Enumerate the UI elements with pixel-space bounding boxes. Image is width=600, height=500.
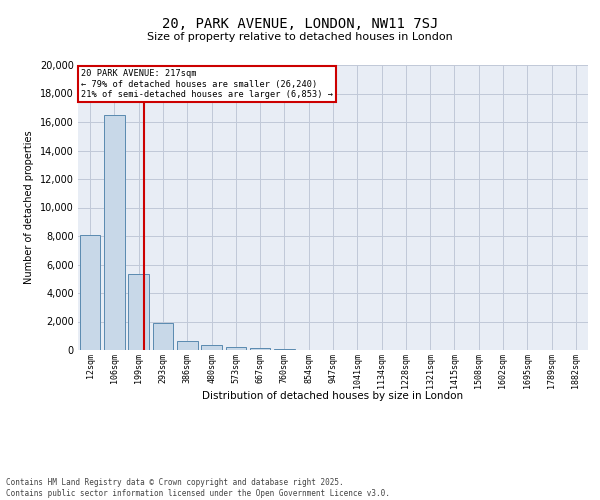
Bar <box>80 234 100 350</box>
Bar <box>104 115 125 350</box>
Bar <box>128 274 149 350</box>
Y-axis label: Number of detached properties: Number of detached properties <box>25 130 34 284</box>
Text: 20 PARK AVENUE: 217sqm
← 79% of detached houses are smaller (26,240)
21% of semi: 20 PARK AVENUE: 217sqm ← 79% of detached… <box>80 70 332 99</box>
Bar <box>226 347 246 350</box>
Text: Size of property relative to detached houses in London: Size of property relative to detached ho… <box>147 32 453 42</box>
Bar <box>201 345 222 350</box>
Text: Contains HM Land Registry data © Crown copyright and database right 2025.
Contai: Contains HM Land Registry data © Crown c… <box>6 478 390 498</box>
Bar <box>177 342 197 350</box>
Bar <box>274 349 295 350</box>
Bar <box>152 323 173 350</box>
X-axis label: Distribution of detached houses by size in London: Distribution of detached houses by size … <box>202 390 464 400</box>
Text: 20, PARK AVENUE, LONDON, NW11 7SJ: 20, PARK AVENUE, LONDON, NW11 7SJ <box>162 18 438 32</box>
Bar <box>250 348 271 350</box>
